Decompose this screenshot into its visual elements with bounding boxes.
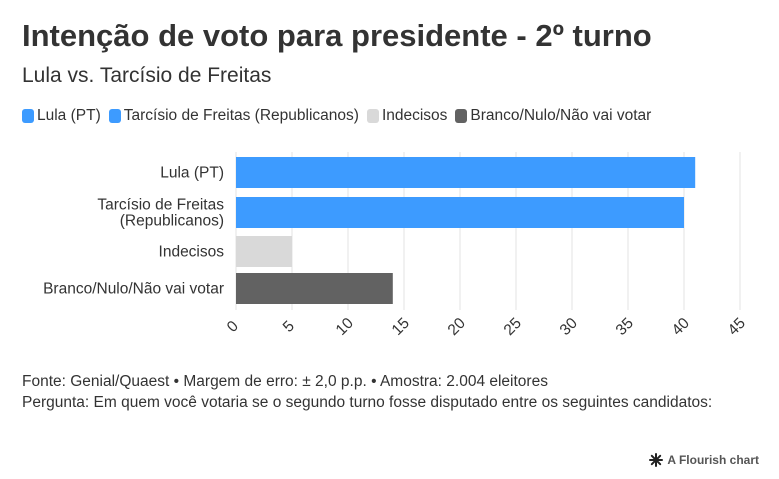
legend-swatch (455, 109, 468, 123)
bar-chart: Lula (PT) Tarcísio de Freitas(Republicano… (43, 152, 749, 339)
legend-label: Lula (PT) (37, 107, 101, 124)
x-tick-label: 35 (613, 315, 637, 339)
x-tick-label: 5 (280, 318, 298, 336)
chart-title: Intenção de voto para presidente - 2º tu… (22, 18, 652, 53)
legend-item-indecisos[interactable]: Indecisos (366, 107, 448, 125)
chart-subtitle: Lula vs. Tarcísio de Freitas (22, 64, 272, 87)
chart-footer: Fonte: Genial/Quaest • Margem de erro: ±… (22, 371, 742, 413)
x-tick-label: 25 (501, 315, 525, 339)
bar[interactable] (236, 197, 684, 228)
x-tick-label: 30 (557, 314, 581, 338)
brand-label: A Flourish chart (667, 453, 759, 467)
question-note: Pergunta: Em quem você votaria se o segu… (22, 394, 713, 411)
x-tick-label: 15 (389, 315, 413, 339)
legend-swatch (22, 109, 34, 123)
legend-label: Indecisos (381, 107, 448, 124)
bar[interactable] (236, 236, 292, 267)
x-tick-label: 40 (669, 314, 693, 338)
flourish-credit[interactable]: A Flourish chart (649, 453, 759, 467)
bar[interactable] (236, 157, 696, 188)
category-label: (Republicanos) (120, 213, 224, 230)
x-tick-label: 20 (445, 314, 469, 338)
legend-item-branco-nulo[interactable]: Branco/Nulo/Não vai votar (455, 107, 651, 125)
category-label: Tarcísio de Freitas (97, 197, 224, 214)
legend-swatch (108, 109, 121, 123)
legend-label: Branco/Nulo/Não vai votar (470, 107, 652, 124)
category-label: Indecisos (159, 244, 225, 261)
source-note: Fonte: Genial/Quaest • Margem de erro: ±… (22, 373, 548, 390)
legend-item-tarcisio[interactable]: Tarcísio de Freitas (Republicanos) (108, 107, 359, 125)
x-tick-label: 45 (725, 315, 749, 339)
x-tick-label: 10 (333, 314, 357, 338)
flourish-logo-icon (649, 453, 664, 467)
legend-label: Tarcísio de Freitas (Republicanos) (123, 107, 359, 124)
category-label: Branco/Nulo/Não vai votar (43, 281, 224, 298)
bar[interactable] (236, 273, 393, 304)
x-tick-label: 0 (224, 317, 242, 335)
category-label: Lula (PT) (160, 165, 224, 182)
legend-item-lula[interactable]: Lula (PT) (22, 107, 101, 125)
chart-legend: Lula (PT) Tarcísio de Freitas (Republica… (22, 107, 659, 125)
legend-swatch (366, 109, 379, 123)
